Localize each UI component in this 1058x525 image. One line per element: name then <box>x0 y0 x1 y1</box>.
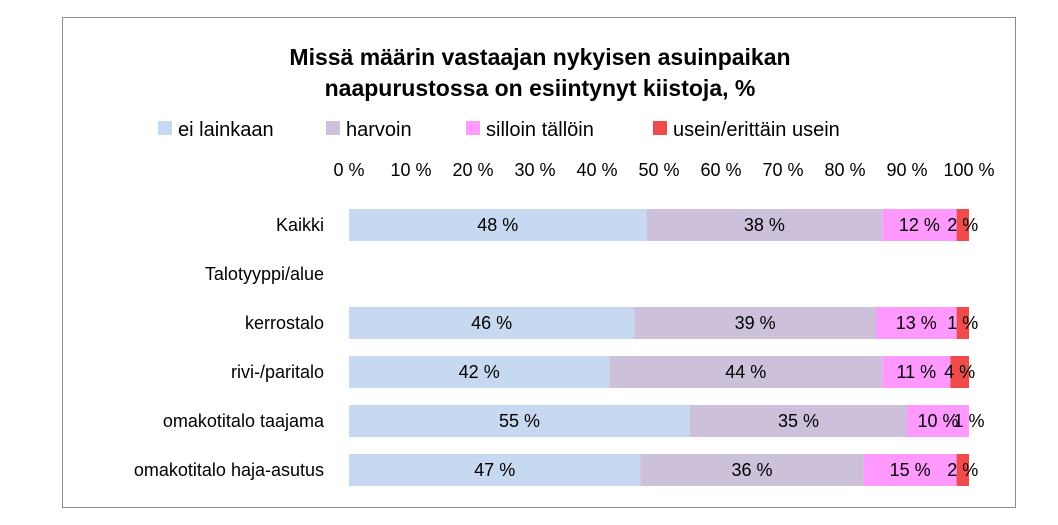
bar-segment <box>907 405 969 437</box>
category-labels: Kaikki Talotyyppi/alue kerrostalo rivi-/par… <box>134 215 325 480</box>
category-label: kerrostalo <box>245 313 324 333</box>
data-label: 1 % <box>947 313 978 333</box>
x-tick-label: 0 % <box>333 160 364 180</box>
x-tick-label: 70 % <box>762 160 803 180</box>
data-label: 38 % <box>744 215 785 235</box>
x-tick-label: 60 % <box>700 160 741 180</box>
bar-segment <box>950 356 969 388</box>
data-labels: 48 % 38 % 12 % 2 % 46 % 39 % 13 % 1 % 42 % 44 % 11… <box>459 215 985 480</box>
bar-segment <box>349 307 635 339</box>
bars <box>349 209 969 486</box>
category-label: omakotitalo haja-asutus <box>134 460 324 480</box>
bar-segment <box>634 307 876 339</box>
data-label: 12 % <box>899 215 940 235</box>
data-label: 39 % <box>735 313 776 333</box>
data-label: 13 % <box>896 313 937 333</box>
data-label: 4 % <box>944 362 975 382</box>
chart-frame: Missä määrin vastaajan nykyisen asuinpai… <box>62 17 1016 508</box>
category-label: Talotyyppi/alue <box>205 264 324 284</box>
data-label: 46 % <box>471 313 512 333</box>
legend-swatch <box>466 121 480 135</box>
data-label: 48 % <box>477 215 518 235</box>
x-tick-label: 80 % <box>824 160 865 180</box>
x-axis-ticks: 0 % 10 % 20 % 30 % 40 % 50 % 60 % 70 % 80 % 90 % 1… <box>333 160 994 180</box>
data-label: 10 % <box>917 411 958 431</box>
data-label: 42 % <box>459 362 500 382</box>
data-label: 15 % <box>890 460 931 480</box>
x-tick-label: 100 % <box>943 160 994 180</box>
legend-label: usein/erittäin usein <box>673 119 840 141</box>
x-tick-label: 90 % <box>886 160 927 180</box>
data-label: 35 % <box>778 411 819 431</box>
bar-segment <box>956 307 969 339</box>
bar-segment <box>882 356 951 388</box>
x-tick-label: 30 % <box>514 160 555 180</box>
data-label: 2 % <box>947 215 978 235</box>
legend-swatch <box>326 121 340 135</box>
data-label: 2 % <box>947 460 978 480</box>
legend-label: ei lainkaan <box>178 119 274 141</box>
legend-label: harvoin <box>346 119 412 141</box>
bar-segment <box>349 454 641 486</box>
bar-segment <box>876 307 957 339</box>
bar-segment <box>863 454 957 486</box>
category-label: Kaikki <box>276 215 324 235</box>
legend-label: silloin tällöin <box>486 119 594 141</box>
chart-title: Missä määrin vastaajan nykyisen asuinpai… <box>289 44 790 101</box>
x-tick-label: 10 % <box>390 160 431 180</box>
data-label: 36 % <box>731 460 772 480</box>
chart-title-line: naapurustossa on esiintynyt kiistoja, % <box>325 75 756 101</box>
data-label: 11 % <box>896 362 936 382</box>
bar-segment <box>609 356 883 388</box>
bar-segment <box>956 454 969 486</box>
legend-swatch <box>653 121 667 135</box>
category-label: rivi-/paritalo <box>231 362 324 382</box>
data-label: 44 % <box>725 362 766 382</box>
data-label: 47 % <box>474 460 515 480</box>
bar-segment <box>882 209 957 241</box>
bar-segment <box>349 405 690 437</box>
x-tick-label: 40 % <box>576 160 617 180</box>
chart-legend: ei lainkaan harvoin silloin tällöin usein/e… <box>158 119 840 141</box>
data-label: 55 % <box>499 411 540 431</box>
bar-segment <box>640 454 864 486</box>
category-label: omakotitalo taajama <box>163 411 325 431</box>
bar-segment <box>690 405 907 437</box>
chart-title-line: Missä määrin vastaajan nykyisen asuinpai… <box>289 44 790 70</box>
bar-segment <box>956 209 969 241</box>
x-tick-label: 20 % <box>452 160 493 180</box>
bar-segment <box>349 209 647 241</box>
bar-segment <box>349 356 610 388</box>
x-tick-label: 50 % <box>638 160 679 180</box>
legend-swatch <box>158 121 172 135</box>
chart: Missä määrin vastaajan nykyisen asuinpai… <box>134 44 995 486</box>
bar-segment <box>646 209 883 241</box>
data-label: 1 % <box>953 411 984 431</box>
